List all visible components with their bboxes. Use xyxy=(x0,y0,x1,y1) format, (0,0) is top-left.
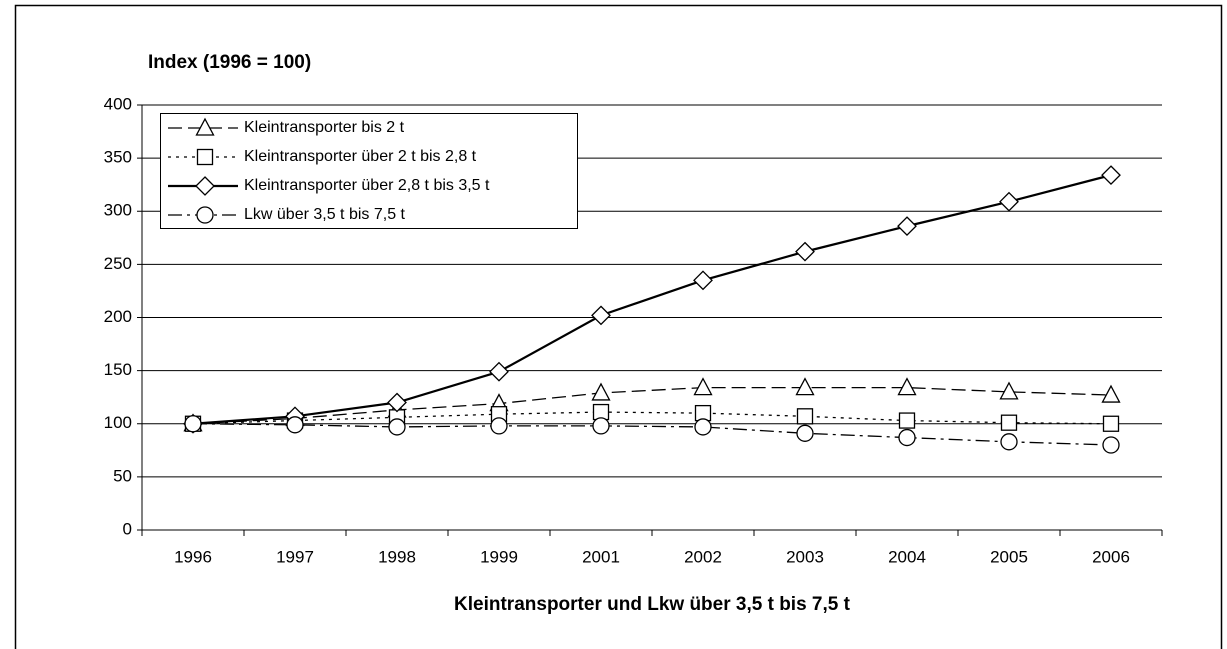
marker xyxy=(999,191,1019,212)
marker xyxy=(184,415,202,433)
marker xyxy=(694,418,712,436)
y-tick-label: 250 xyxy=(104,254,132,273)
legend: Kleintransporter bis 2 t Kleintransporter… xyxy=(160,113,578,229)
marker xyxy=(195,176,215,196)
series-line xyxy=(192,411,1112,425)
legend-label: Kleintransporter bis 2 t xyxy=(244,119,405,136)
y-tick-label: 200 xyxy=(104,307,132,326)
marker xyxy=(286,416,304,434)
marker xyxy=(489,361,509,382)
legend-label: Kleintransporter über 2,8 t bis 3,5 t xyxy=(244,177,490,194)
marker xyxy=(796,424,814,442)
marker xyxy=(693,377,713,396)
x-tick-label: 2006 xyxy=(1092,547,1130,566)
x-tick-label: 2003 xyxy=(786,547,824,566)
marker xyxy=(1000,414,1018,431)
marker xyxy=(1102,436,1120,454)
x-tick-label: 1997 xyxy=(276,547,314,566)
y-tick-label: 100 xyxy=(104,413,132,432)
marker xyxy=(1000,433,1018,451)
marker xyxy=(591,305,611,326)
marker xyxy=(195,117,215,136)
marker xyxy=(795,377,815,396)
marker xyxy=(490,417,508,435)
marker xyxy=(999,381,1019,400)
marker xyxy=(1102,415,1120,432)
y-tick-label: 150 xyxy=(104,360,132,379)
chart-title: Index (1996 = 100) xyxy=(148,52,311,73)
y-tick-label: 0 xyxy=(123,519,132,538)
series-line xyxy=(192,174,1112,425)
marker xyxy=(592,417,610,435)
y-tick-label: 400 xyxy=(104,94,132,113)
marker xyxy=(897,216,917,237)
marker xyxy=(795,241,815,262)
marker xyxy=(1101,165,1121,186)
marker xyxy=(898,428,916,447)
x-tick-label: 1998 xyxy=(378,547,416,566)
legend-box xyxy=(160,113,578,229)
y-tick-label: 50 xyxy=(113,466,132,485)
legend-label: Kleintransporter über 2 t bis 2,8 t xyxy=(244,148,477,165)
marker xyxy=(693,270,713,291)
series-line xyxy=(192,386,1112,425)
x-tick-label: 2004 xyxy=(888,547,926,566)
x-tick-label: 2001 xyxy=(582,547,620,566)
marker xyxy=(1101,384,1121,403)
y-tick-label: 300 xyxy=(104,201,132,220)
x-tick-label: 1996 xyxy=(174,547,212,566)
frame xyxy=(14,4,1223,649)
marker xyxy=(897,377,917,396)
series-line xyxy=(192,423,1112,446)
x-tick-label: 1999 xyxy=(480,547,518,566)
x-tick-label: 2005 xyxy=(990,547,1028,566)
marker xyxy=(387,392,407,413)
marker xyxy=(388,418,406,436)
marker xyxy=(898,412,916,429)
marker xyxy=(796,408,814,425)
marker xyxy=(196,148,214,166)
legend-label: Lkw über 3,5 t bis 7,5 t xyxy=(244,206,406,223)
marker xyxy=(591,382,611,401)
y-tick-label: 350 xyxy=(104,148,132,167)
marker xyxy=(196,206,214,224)
x-tick-label: 2002 xyxy=(684,547,722,566)
x-axis-label: Kleintransporter und Lkw über 3,5 t bis … xyxy=(454,594,851,615)
